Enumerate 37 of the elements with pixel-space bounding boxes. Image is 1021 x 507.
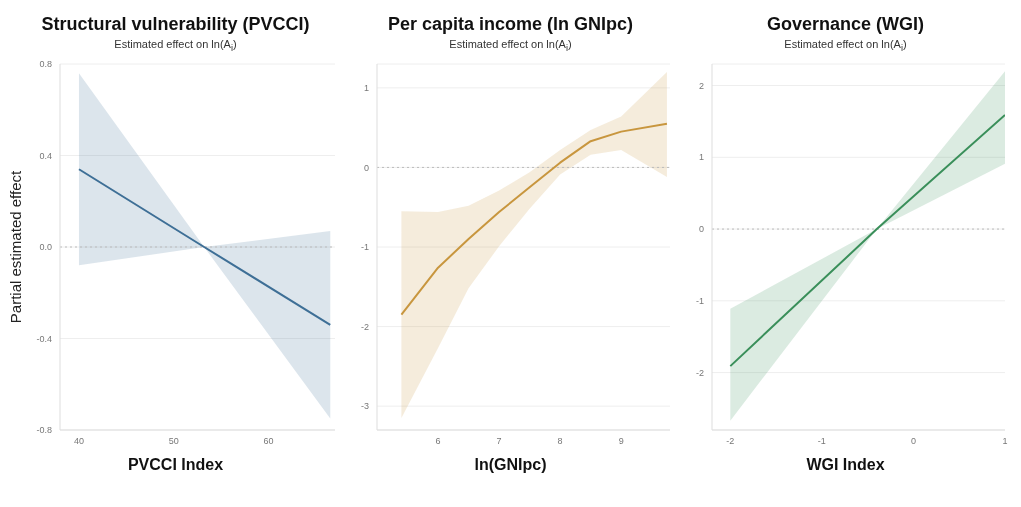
chart-subtitle: Estimated effect on ln(A$_{i}$) xyxy=(783,38,908,56)
y-tick-label: 0.0 xyxy=(39,242,52,253)
y-tick-label: 0.4 xyxy=(39,150,52,161)
y-tick-label: 1 xyxy=(363,83,369,94)
chart-title: Governance (WGI) xyxy=(766,14,925,36)
y-tick-label: -2 xyxy=(360,321,369,332)
line-series xyxy=(400,122,668,316)
y-tick-label: 0 xyxy=(698,224,704,235)
y-tick-label: 1 xyxy=(698,152,704,163)
x-tick-label: 8 xyxy=(557,436,563,447)
y-tick-label: 0 xyxy=(363,162,369,173)
chart-subtitle: Estimated effect on ln(A$_{i}$) xyxy=(113,38,238,56)
y-tick-label: -2 xyxy=(695,367,704,378)
y-axis-title: Partial estimated effect xyxy=(7,170,25,324)
chart-title: Per capita income (ln GNIpc) xyxy=(386,14,635,36)
x-tick-label: 1 xyxy=(1002,436,1008,447)
chart-title: Structural vulnerability (PVCCI) xyxy=(40,14,311,36)
y-tick-label: 2 xyxy=(698,80,704,91)
y-tick-label: -1 xyxy=(695,296,704,307)
y-tick-label: 0.8 xyxy=(39,59,52,70)
x-tick-label: 60 xyxy=(263,436,274,447)
x-tick-label: -2 xyxy=(726,436,735,447)
y-tick-label: -0.4 xyxy=(36,333,52,344)
y-tick-label: -3 xyxy=(360,401,369,412)
x-tick-label: 50 xyxy=(168,436,179,447)
x-tick-label: -1 xyxy=(817,436,826,447)
x-axis-title: ln(GNIpc) xyxy=(473,456,548,474)
x-axis-title: WGI Index xyxy=(805,456,886,474)
x-tick-label: 9 xyxy=(618,436,624,447)
x-tick-label: 7 xyxy=(496,436,502,447)
chart-subtitle: Estimated effect on ln(A$_{i}$) xyxy=(448,38,573,56)
x-tick-label: 40 xyxy=(73,436,84,447)
x-axis-title: PVCCI Index xyxy=(126,456,225,474)
y-tick-label: -1 xyxy=(360,242,369,253)
x-tick-label: 6 xyxy=(435,436,441,447)
x-tick-label: 0 xyxy=(910,436,916,447)
y-tick-label: -0.8 xyxy=(36,425,52,436)
